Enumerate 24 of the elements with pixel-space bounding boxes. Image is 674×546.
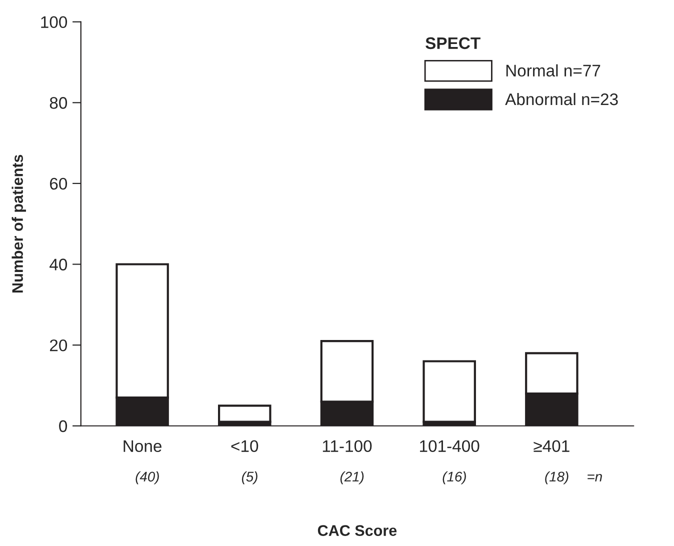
y-tick-label: 60 (50, 178, 68, 190)
y-tick-label: 40 (50, 258, 68, 270)
x-tick-label: 101-400 (420, 440, 480, 452)
legend-label: Abnormal n=23 (505, 92, 618, 106)
text: =n (588, 474, 602, 482)
y-tick-label: 80 (50, 97, 68, 109)
text: (40) (136, 471, 159, 484)
y-tick-label: 0 (59, 420, 68, 432)
text: (5) (242, 471, 258, 484)
bar (218, 404, 272, 423)
y-tick-label: 20 (50, 339, 68, 352)
x-tick-label: <10 (231, 440, 258, 452)
bar (422, 360, 476, 423)
x-tick-label: None (124, 440, 162, 452)
legend-title: SPECT (426, 37, 480, 50)
y-axis-title: Number of patients (12, 154, 26, 292)
text: (21) (340, 471, 364, 484)
text: (16) (442, 471, 466, 484)
y-tick-label: 100 (41, 16, 68, 28)
x-tick-label: ≥401 (534, 440, 570, 452)
text: (18) (545, 471, 568, 484)
x-axis-title: CAC Score (318, 525, 397, 536)
legend-label: Normal n=77 (506, 64, 600, 77)
x-tick-label: 11-100 (322, 440, 372, 452)
